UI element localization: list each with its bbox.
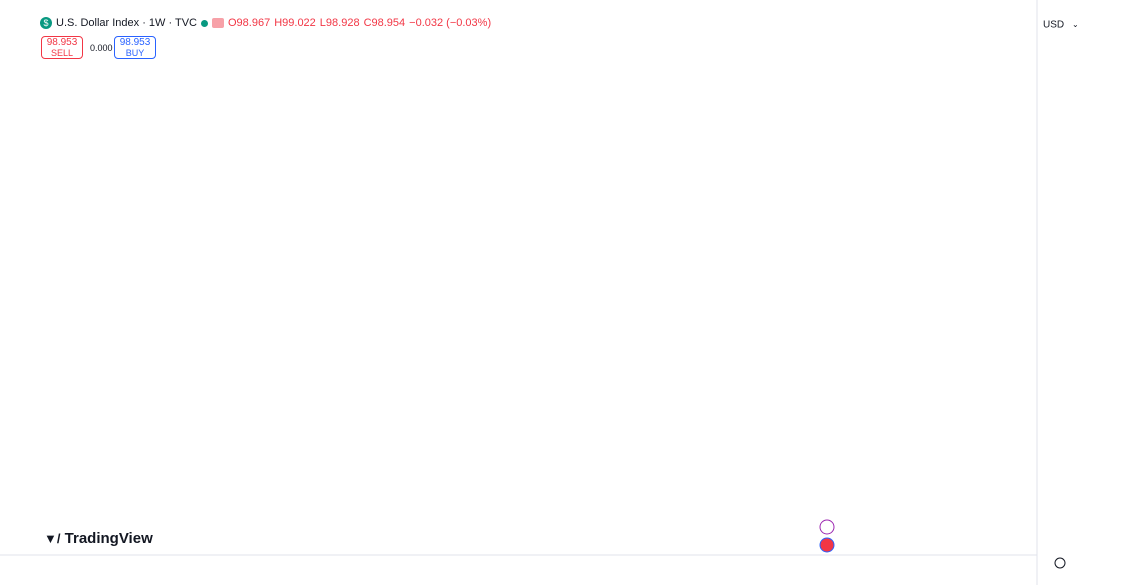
sell-label[interactable]: SELL [50, 48, 74, 58]
ohlc-value: L98.928 [319, 17, 360, 29]
symbol[interactable]: U.S. Dollar Index · 1W · TVC [56, 17, 197, 29]
buy-label[interactable]: BUY [125, 48, 145, 58]
ohlc-value: C98.954 [363, 17, 406, 29]
currency-arrow[interactable]: ⌄ [1072, 20, 1079, 29]
ohlc-value: H99.022 [274, 17, 316, 29]
ohlc-value: O98.967 [228, 17, 271, 29]
symbol-icon: $ [40, 17, 52, 29]
buy-price[interactable]: 98.953 [119, 37, 151, 48]
sell-price[interactable]: 98.953 [46, 37, 78, 48]
buy-button[interactable]: 98.953 BUY [114, 36, 156, 59]
flag-icon[interactable] [819, 537, 835, 553]
logo-text: TradingView [64, 530, 153, 547]
spread: 0.000 [90, 43, 113, 53]
status-dot [201, 19, 208, 27]
logo: ▼/ TradingView [44, 530, 153, 547]
settings-icon[interactable] [1054, 557, 1066, 569]
ohlc-value: −0.032 (−0.03%) [409, 17, 492, 29]
sell-button[interactable]: 98.953 SELL [41, 36, 83, 59]
legend: $ U.S. Dollar Index · 1W · TVC O98.967 H9… [40, 17, 491, 29]
status-badge [212, 18, 224, 28]
event-icon[interactable] [819, 519, 835, 535]
ohlc-values: O98.967 H99.022 L98.928 C98.954 −0.032 (−0.0… [228, 17, 491, 29]
currency[interactable]: USD [1043, 20, 1064, 31]
